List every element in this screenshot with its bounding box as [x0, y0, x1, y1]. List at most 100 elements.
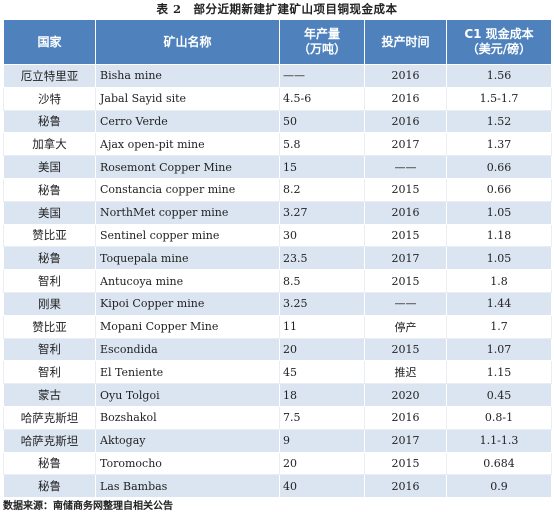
year-cell: 2017 [364, 132, 447, 157]
year-cell: —— [364, 291, 447, 316]
year-cell: 推迟 [364, 360, 447, 385]
mine-name-cell: Bozshakol [95, 405, 280, 430]
country-cell: 秘鲁 [3, 177, 96, 202]
mine-name-cell: Toquepala mine [95, 246, 280, 271]
table-row: 智利 Escondida 20 2015 1.07 [3, 337, 552, 362]
header-mine: 矿山名称 [95, 19, 280, 65]
year-cell: —— [364, 155, 447, 179]
mine-name-cell: Ajax open-pit mine [95, 132, 280, 157]
cost-cell: 1.44 [446, 291, 552, 316]
header-cost-line2: （美元/磅） [466, 42, 532, 56]
mine-name-cell: Toromocho [95, 451, 280, 476]
output-cell: —— [279, 64, 365, 88]
output-cell: 40 [279, 474, 365, 499]
country-cell: 秘鲁 [3, 474, 96, 499]
year-cell: 2016 [364, 474, 447, 499]
year-cell: 2015 [364, 451, 447, 476]
year-cell: 2020 [364, 383, 447, 407]
table-row: 赞比亚 Mopani Copper Mine 11 停产 1.7 [3, 314, 552, 339]
cost-cell: 0.66 [446, 177, 552, 202]
output-cell: 9 [279, 428, 365, 453]
mine-name-cell: Aktogay [95, 428, 280, 453]
mine-name-cell: Las Bambas [95, 474, 280, 499]
cost-cell: 1.18 [446, 223, 552, 248]
cost-cell: 1.07 [446, 337, 552, 362]
year-cell: 2016 [364, 200, 447, 225]
country-cell: 赞比亚 [3, 314, 96, 339]
cost-cell: 0.684 [446, 451, 552, 476]
table-row: 刚果 Kipoi Copper mine 3.25 —— 1.44 [3, 291, 552, 316]
cost-cell: 0.66 [446, 155, 552, 179]
table-row: 秘鲁 Las Bambas 40 2016 0.9 [3, 474, 552, 499]
table-row: 美国 Rosemont Copper Mine 15 —— 0.66 [3, 155, 552, 179]
country-cell: 沙特 [3, 86, 96, 111]
table-row: 加拿大 Ajax open-pit mine 5.8 2017 1.37 [3, 132, 552, 157]
cost-cell: 0.45 [446, 383, 552, 407]
country-cell: 赞比亚 [3, 223, 96, 248]
output-cell: 45 [279, 360, 365, 385]
table-row: 秘鲁 Toquepala mine 23.5 2017 1.05 [3, 246, 552, 271]
cost-cell: 1.05 [446, 246, 552, 271]
output-cell: 18 [279, 383, 365, 407]
table-row: 秘鲁 Constancia copper mine 8.2 2015 0.66 [3, 177, 552, 202]
output-cell: 15 [279, 155, 365, 179]
country-cell: 智利 [3, 337, 96, 362]
mine-name-cell: Antucoya mine [95, 269, 280, 293]
header-country: 国家 [3, 19, 96, 65]
output-cell: 3.27 [279, 200, 365, 225]
year-cell: 2015 [364, 223, 447, 248]
country-cell: 智利 [3, 360, 96, 385]
table-row: 哈萨克斯坦 Aktogay 9 2017 1.1-1.3 [3, 428, 552, 453]
table-row: 厄立特里亚 Bisha mine —— 2016 1.56 [3, 64, 552, 88]
header-cost-line1: C1 现金成本 [464, 27, 534, 41]
table-row: 哈萨克斯坦 Bozshakol 7.5 2016 0.8-1 [3, 405, 552, 430]
cost-cell: 0.8-1 [446, 405, 552, 430]
cost-cell: 1.5-1.7 [446, 86, 552, 111]
output-cell: 3.25 [279, 291, 365, 316]
country-cell: 加拿大 [3, 132, 96, 157]
table-row: 沙特 Jabal Sayid site 4.5-6 2016 1.5-1.7 [3, 86, 552, 111]
table-body: 厄立特里亚 Bisha mine —— 2016 1.56 沙特 Jabal Sayid s… [3, 64, 552, 499]
output-cell: 11 [279, 314, 365, 339]
header-output: 年产量 （万吨） [279, 19, 365, 65]
header-output-line2: （万吨） [297, 42, 346, 56]
mine-name-cell: Escondida [95, 337, 280, 362]
output-cell: 7.5 [279, 405, 365, 430]
country-cell: 秘鲁 [3, 246, 96, 271]
year-cell: 2015 [364, 337, 447, 362]
output-cell: 5.8 [279, 132, 365, 157]
output-cell: 50 [279, 109, 365, 134]
country-cell: 美国 [3, 155, 96, 179]
cost-cell: 1.15 [446, 360, 552, 385]
table-row: 赞比亚 Sentinel copper mine 30 2015 1.18 [3, 223, 552, 248]
mine-name-cell: Mopani Copper Mine [95, 314, 280, 339]
country-cell: 美国 [3, 200, 96, 225]
cost-cell: 1.56 [446, 64, 552, 88]
mine-name-cell: Oyu Tolgoi [95, 383, 280, 407]
year-cell: 2016 [364, 109, 447, 134]
cost-cell: 1.8 [446, 269, 552, 293]
year-cell: 2016 [364, 405, 447, 430]
output-cell: 30 [279, 223, 365, 248]
table-title: 表 2 部分近期新建扩建矿山项目铜现金成本 [156, 2, 398, 16]
header-year: 投产时间 [364, 19, 447, 65]
output-cell: 20 [279, 451, 365, 476]
mine-name-cell: Constancia copper mine [95, 177, 280, 202]
country-cell: 蒙古 [3, 383, 96, 407]
mine-name-cell: Jabal Sayid site [95, 86, 280, 111]
header-output-line1: 年产量 [303, 27, 340, 41]
cost-cell: 1.52 [446, 109, 552, 134]
country-cell: 厄立特里亚 [3, 64, 96, 88]
table-row: 智利 El Teniente 45 推迟 1.15 [3, 360, 552, 385]
copper-cost-table: 国家 矿山名称 年产量 （万吨） 投产时间 C1 现金成本 （美元/磅） 厄立特里亚… [3, 19, 552, 499]
year-cell: 2017 [364, 246, 447, 271]
mine-name-cell: NorthMet copper mine [95, 200, 280, 225]
country-cell: 智利 [3, 269, 96, 293]
data-source-note: 数据来源：南储商务网整理自相关公告 [3, 501, 173, 512]
output-cell: 23.5 [279, 246, 365, 271]
country-cell: 哈萨克斯坦 [3, 405, 96, 430]
output-cell: 20 [279, 337, 365, 362]
header-cost: C1 现金成本 （美元/磅） [446, 19, 552, 65]
table-row: 秘鲁 Toromocho 20 2015 0.684 [3, 451, 552, 476]
year-cell: 2016 [364, 86, 447, 111]
